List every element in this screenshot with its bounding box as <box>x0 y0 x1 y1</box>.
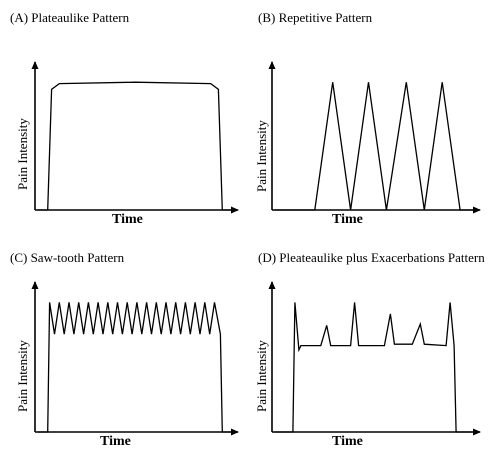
y-axis-label: Pain Intensity <box>254 340 269 412</box>
y-axis-label: Pain Intensity <box>15 118 30 190</box>
pain-intensity-curve <box>275 82 474 211</box>
panel-title: (C) Saw-tooth Pattern <box>10 250 125 265</box>
x-axis-label: Time <box>332 212 363 227</box>
panel-title: (D) Pleateaulike plus Exacerbations Patt… <box>258 250 485 265</box>
pain-intensity-curve <box>38 302 232 433</box>
pain-intensity-curve <box>275 302 474 433</box>
panel-a: (A) Plateaulike Pattern Time Pain Intens… <box>10 10 239 227</box>
panel-d: (D) Pleateaulike plus Exacerbations Patt… <box>254 250 485 449</box>
panel-b: (B) Repetitive Pattern Time Pain Intensi… <box>254 10 481 227</box>
y-axis-label: Pain Intensity <box>15 340 30 412</box>
panel-title: (A) Plateaulike Pattern <box>10 10 130 25</box>
x-axis-label: Time <box>100 434 131 449</box>
y-axis-label: Pain Intensity <box>254 120 269 192</box>
x-axis-label: Time <box>112 212 143 227</box>
panel-c: (C) Saw-tooth Pattern Time Pain Intensit… <box>10 250 239 449</box>
x-axis-label: Time <box>332 434 363 449</box>
panel-title: (B) Repetitive Pattern <box>258 10 373 25</box>
pain-intensity-curve <box>38 81 232 211</box>
